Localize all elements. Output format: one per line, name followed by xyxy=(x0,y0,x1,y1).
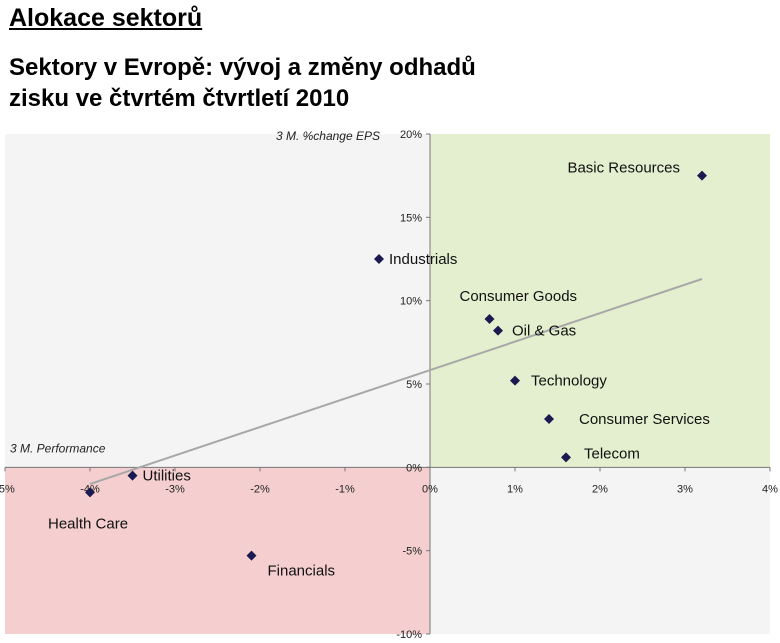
x-tick-label: -3% xyxy=(165,483,185,495)
data-point-marker xyxy=(493,325,503,336)
quadrant-top-left xyxy=(5,134,430,468)
y-tick-label: 15% xyxy=(400,212,422,224)
x-tick-label: 4% xyxy=(762,483,778,495)
x-tick-label: -2% xyxy=(250,483,270,495)
y-tick-label: -10% xyxy=(396,629,422,641)
data-point-marker xyxy=(484,314,495,324)
data-point-marker xyxy=(697,170,707,181)
quadrant-top-right xyxy=(430,134,770,468)
x-tick-label: -5% xyxy=(0,483,15,495)
x-tick-label: 3% xyxy=(677,483,693,495)
trendline-group xyxy=(89,278,703,485)
data-point-label: Health Care xyxy=(48,515,128,532)
data-point-marker xyxy=(127,470,138,481)
quadrant-bottom-left xyxy=(5,467,430,634)
y-tick-label: -5% xyxy=(402,546,422,558)
quadrant-bottom-right xyxy=(430,467,770,634)
section-heading: Alokace sektorů xyxy=(9,4,203,32)
x-tick-label: -1% xyxy=(335,483,355,495)
chart-title-line-1: Sektory v Evropě: vývoj a změny odhadů xyxy=(9,54,476,81)
data-point-label: Telecom xyxy=(584,445,640,462)
data-point-marker xyxy=(246,550,257,561)
data-point-label: Consumer Goods xyxy=(460,288,578,305)
data-point-marker xyxy=(544,414,554,424)
data-points: Basic Resources Industrials Consumer Goods… xyxy=(48,160,710,580)
data-point-label: Oil & Gas xyxy=(512,323,576,340)
quadrant-backgrounds xyxy=(5,134,770,634)
chart-title: Sektory v Evropě: vývoj a změny odhadů z… xyxy=(9,52,476,114)
x-tick-label: 1% xyxy=(507,483,523,495)
data-point-label: Utilities xyxy=(143,468,191,485)
chart-axes: -5%-4%-3%-2%-1%0%1%2%3%4%-10%-5%0%5%10%1… xyxy=(0,129,778,641)
data-point-marker xyxy=(561,452,571,463)
trendline xyxy=(89,278,703,485)
x-tick-label: 2% xyxy=(592,483,608,495)
data-point-label: Industrials xyxy=(389,251,457,268)
data-point-marker xyxy=(374,254,384,264)
data-point-label: Basic Resources xyxy=(567,160,680,177)
y-tick-label: 0% xyxy=(406,462,422,474)
data-point-label: Consumer Services xyxy=(579,411,710,428)
y-tick-label: 10% xyxy=(400,296,422,308)
data-point-label: Technology xyxy=(531,373,607,390)
data-point-marker xyxy=(510,375,520,386)
y-tick-label: 20% xyxy=(400,129,422,141)
x-axis-label: 3 M. Performance xyxy=(10,441,106,455)
y-axis-label: 3 M. %change EPS xyxy=(276,129,380,143)
data-point-marker xyxy=(85,487,95,498)
y-tick-label: 5% xyxy=(406,379,422,391)
chart-title-line-2: zisku ve čtvrtém čtvrtletí 2010 xyxy=(9,85,350,112)
x-tick-label: 0% xyxy=(422,483,438,495)
data-point-label: Financials xyxy=(268,563,336,580)
